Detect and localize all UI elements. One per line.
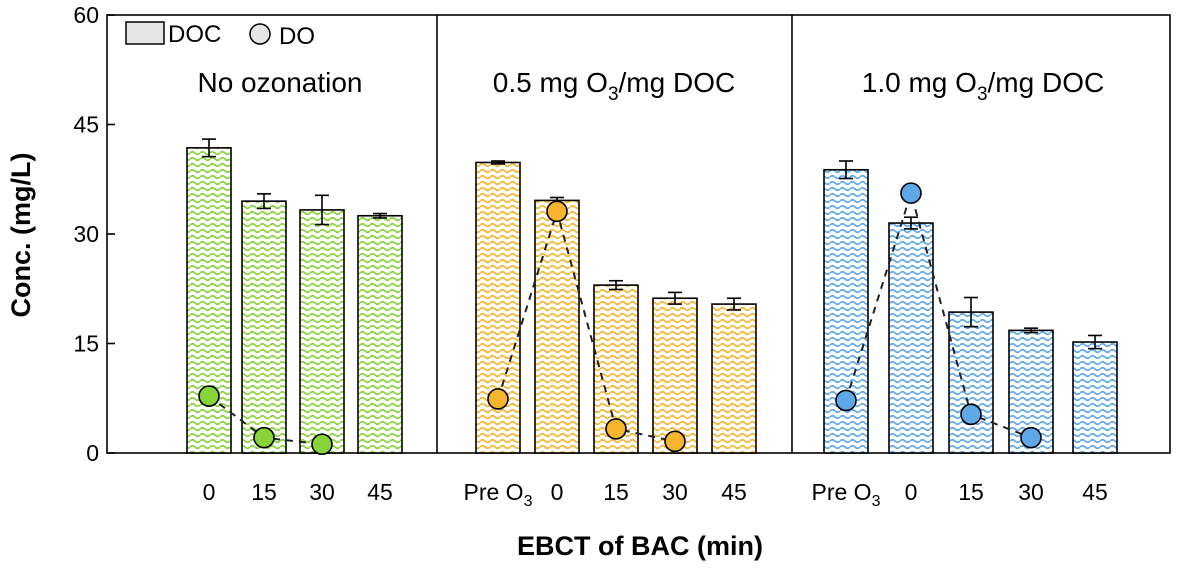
doc-bar xyxy=(711,303,757,454)
do-marker xyxy=(546,200,568,223)
x-tick-label: 0 xyxy=(203,479,216,505)
x-tick-label: 0 xyxy=(905,479,918,505)
panel-title-1: No ozonation xyxy=(197,67,362,98)
x-tick-label: Pre O3 xyxy=(812,479,881,510)
x-axis-title: EBCT of BAC (min) xyxy=(517,531,763,561)
y-axis-title: Conc. (mg/L) xyxy=(6,153,36,318)
y-tick-label: 60 xyxy=(73,2,99,28)
do-marker xyxy=(311,433,333,456)
doc-bar xyxy=(948,311,994,454)
doc-bar xyxy=(357,214,403,454)
x-tick-label: 15 xyxy=(251,479,277,505)
x-tick-label: 45 xyxy=(367,479,393,505)
y-tick-label: 15 xyxy=(73,331,99,357)
legend-doc-swatch xyxy=(125,21,165,45)
doc-bar xyxy=(534,199,580,454)
legend-do-marker xyxy=(249,23,271,45)
x-tick-label: 30 xyxy=(1018,479,1044,505)
x-tick-label: Pre O3 xyxy=(464,479,533,510)
do-marker xyxy=(960,403,982,426)
legend-doc-label: DOC xyxy=(168,21,221,48)
doc-bar xyxy=(299,209,345,454)
plot-marks: 0 15 30 45 60 0 15 30 45 Pre O3 0 15 30 45 Pre O3 0 15 30… xyxy=(73,2,1171,510)
do-marker xyxy=(605,418,627,440)
x-tick-label: 45 xyxy=(1082,479,1108,505)
doc-bar xyxy=(1072,341,1118,454)
x-tick-label: 0 xyxy=(551,479,564,505)
do-marker xyxy=(1020,426,1042,449)
x-tick-label: 30 xyxy=(309,479,335,505)
legend: DOC DO xyxy=(125,21,315,50)
do-marker xyxy=(253,426,275,449)
do-line xyxy=(845,189,1032,439)
y-tick-label: 0 xyxy=(86,440,99,466)
panel-title-3: 1.0 mg O3/mg DOC xyxy=(862,67,1104,105)
do-marker xyxy=(664,430,686,453)
do-marker xyxy=(487,388,509,410)
legend-do-label: DO xyxy=(279,23,315,50)
panel-title-2: 0.5 mg O3/mg DOC xyxy=(493,67,735,105)
doc-bar xyxy=(888,222,934,454)
do-marker xyxy=(198,385,220,407)
x-tick-label: 30 xyxy=(662,479,688,505)
do-line xyxy=(497,207,676,443)
y-tick-label: 45 xyxy=(73,112,99,138)
x-tick-label: 15 xyxy=(603,479,629,505)
x-tick-label: 15 xyxy=(958,479,984,505)
do-marker xyxy=(835,389,857,412)
doc-bar xyxy=(652,297,698,454)
do-marker xyxy=(900,182,922,204)
y-tick-label: 30 xyxy=(73,221,99,247)
doc-bar xyxy=(241,200,287,454)
x-tick-label: 45 xyxy=(721,479,747,505)
